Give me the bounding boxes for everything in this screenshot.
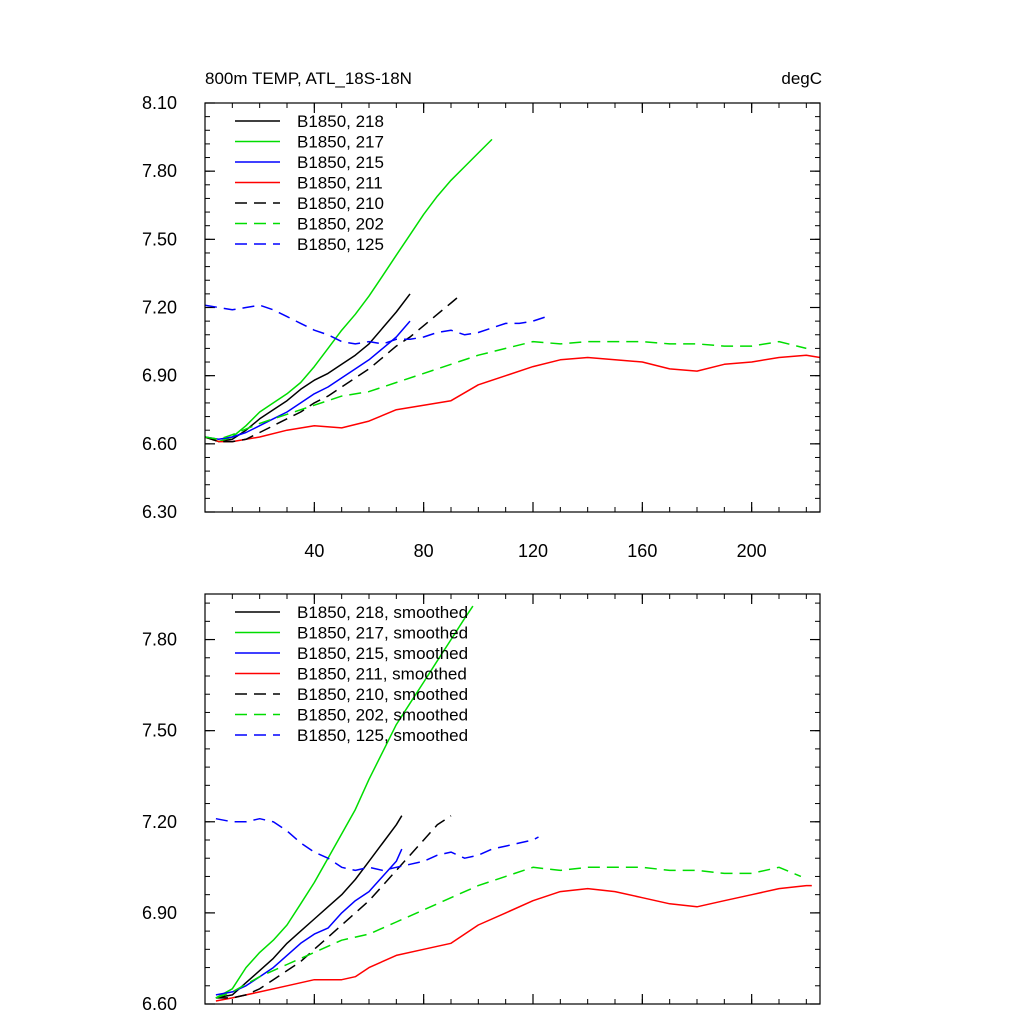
bottom-ytick-label: 7.80 [142,630,177,650]
top-ytick-label: 7.50 [142,229,177,249]
top-panel: 800m TEMP, ATL_18S-18N degC 6.30 6.60 6.90… [142,69,822,561]
bottom-series-line-0 [215,815,403,999]
bottom-ytick-label: 7.50 [142,721,177,741]
bottom-legend-label-3: B1850, 211, smoothed [297,665,467,684]
top-legend-label-2: B1850, 215 [297,153,384,172]
bottom-ytick-label: 6.60 [142,994,177,1014]
top-legend-label-1: B1850, 217 [297,133,384,152]
top-series-line-2 [204,320,411,441]
top-ytick-label: 8.10 [142,93,177,113]
top-plot-frame [204,102,821,513]
bottom-legend-label-4: B1850, 210, smoothed [297,685,468,704]
bottom-series-line-5 [215,866,802,999]
bottom-series-line-3 [215,884,812,1002]
bottom-legend-label-2: B1850, 215, smoothed [297,644,468,663]
top-series-line-1 [204,138,493,443]
bottom-legend-label-0: B1850, 218, smoothed [297,603,468,622]
bottom-series-line-4 [215,815,452,999]
bottom-legend-label-5: B1850, 202, smoothed [297,706,468,725]
bottom-ytick-label: 7.20 [142,812,177,832]
bottom-ticks: 6.60 6.90 7.20 7.50 7.80 [142,594,820,1014]
top-ytick-label: 6.90 [142,366,177,386]
top-series-line-5 [204,340,807,441]
bottom-series [215,605,812,1002]
top-series [204,138,821,443]
bottom-panel: 6.60 6.90 7.20 7.50 7.80 B1850, 218, smoothe… [142,593,821,1014]
top-xtick-label: 80 [414,541,434,561]
top-ticks: 6.30 6.60 6.90 7.20 7.50 7.80 8.10 40 80 120 160 20… [142,93,820,561]
top-series-line-0 [204,293,411,443]
bottom-plot-frame [204,593,821,1005]
top-ytick-label: 6.30 [142,502,177,522]
top-legend-label-0: B1850, 218 [297,112,384,131]
bottom-series-line-1 [215,605,474,999]
top-legend-label-4: B1850, 210 [297,194,384,213]
bottom-legend-label-6: B1850, 125, smoothed [297,726,468,745]
top-title: 800m TEMP, ATL_18S-18N [205,69,412,88]
top-ytick-label: 7.80 [142,161,177,181]
top-ytick-label: 7.20 [142,298,177,318]
top-series-line-4 [204,295,460,443]
top-series-line-3 [204,354,821,443]
top-xtick-label: 40 [304,541,324,561]
top-legend-label-3: B1850, 211 [297,174,383,193]
top-xtick-label: 120 [518,541,548,561]
bottom-legend: B1850, 218, smoothed B1850, 217, smoothed… [235,603,468,745]
top-xtick-label: 160 [627,541,657,561]
bottom-series-line-2 [215,848,403,996]
top-xtick-label: 200 [737,541,767,561]
top-legend-label-6: B1850, 125 [297,235,384,254]
bottom-series-line-6 [215,817,539,872]
bottom-ytick-label: 6.90 [142,903,177,923]
top-units: degC [781,69,822,88]
bottom-legend-label-1: B1850, 217, smoothed [297,624,468,643]
top-series-line-6 [204,304,547,345]
top-ytick-label: 6.60 [142,434,177,454]
top-legend-label-5: B1850, 202 [297,215,384,234]
